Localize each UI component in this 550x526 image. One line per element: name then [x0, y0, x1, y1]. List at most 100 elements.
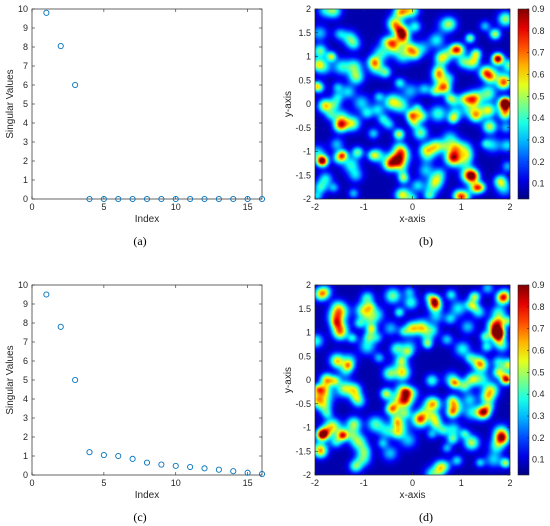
y-tick-label: -1	[303, 423, 311, 433]
y-tick-label: 7	[23, 61, 28, 71]
y-tick-label: 10	[18, 4, 28, 14]
data-point	[57, 43, 64, 50]
colorbar-tick-label: 0.1	[532, 455, 545, 465]
x-axis-label: Index	[135, 490, 159, 501]
panel-a: 0 5 10 15 0 1 2 3 4 5 6 7 8 9 10 Index Singular Values (a…	[5, 4, 266, 248]
data-point	[43, 291, 50, 298]
x-tick-label: -2	[311, 202, 319, 212]
y-tick-label: 1.5	[298, 304, 311, 314]
y-tick-label: 9	[23, 299, 28, 309]
data-point	[244, 469, 251, 476]
data-point	[100, 451, 107, 459]
y-tick-label: 6	[23, 356, 28, 366]
data-point	[158, 461, 165, 468]
y-tick-label: -2	[303, 194, 311, 204]
data-point	[158, 195, 165, 203]
data-point	[100, 195, 107, 203]
y-tick-label: 3	[23, 413, 28, 423]
y-axis-label: Singular Values	[5, 345, 16, 414]
x-tick-label: 0	[410, 202, 415, 212]
data-point	[143, 195, 151, 203]
data-point	[187, 463, 194, 471]
x-tick-label: 1	[459, 478, 464, 488]
data-point	[115, 195, 122, 203]
x-axis-label: Index	[135, 214, 159, 225]
data-point	[230, 195, 237, 203]
y-tick-label: 1	[23, 451, 28, 461]
axes-box	[31, 284, 263, 476]
y-tick-label: -0.5	[295, 123, 311, 133]
colorbar	[517, 284, 530, 476]
data-point	[86, 449, 93, 456]
data-point	[172, 462, 179, 469]
colorbar	[517, 8, 530, 200]
colorbar-tick-label: 0.1	[532, 179, 545, 189]
x-tick-label: 10	[171, 478, 181, 488]
data-point	[244, 195, 251, 203]
panel-caption: (c)	[133, 510, 146, 524]
x-tick-label: 0	[29, 478, 34, 488]
data-point	[72, 81, 79, 89]
data-point	[215, 466, 222, 473]
y-tick-label: 4	[23, 118, 28, 128]
y-tick-label: 6	[23, 80, 28, 90]
colorbar-tick-label: 0.3	[532, 135, 545, 145]
colorbar-tick-label: 0.6	[532, 346, 545, 356]
data-point	[86, 195, 93, 203]
colorbar-tick-label: 0.2	[532, 157, 545, 167]
colorbar-tick-label: 0.8	[532, 302, 545, 312]
y-tick-label: 2	[23, 432, 28, 442]
colorbar-tick-label: 0.3	[532, 411, 545, 421]
y-tick-label: 0	[306, 99, 311, 109]
data-point	[72, 376, 79, 384]
y-axis-label: y-axis	[283, 91, 294, 117]
y-tick-label: 5	[23, 99, 28, 109]
y-tick-label: -0.5	[295, 399, 311, 409]
y-tick-label: 8	[23, 42, 28, 52]
x-tick-label: 1	[459, 202, 464, 212]
data-point	[230, 468, 237, 475]
y-tick-label: -2	[303, 470, 311, 480]
colorbar-tick-label: 0.7	[532, 324, 545, 334]
y-tick-label: 0	[23, 470, 28, 480]
x-tick-label: -1	[360, 478, 368, 488]
y-tick-label: 3	[23, 137, 28, 147]
x-tick-label: 2	[507, 202, 512, 212]
colorbar-tick-label: 0.4	[532, 389, 545, 399]
data-point	[201, 465, 208, 472]
axes-box	[31, 8, 263, 200]
y-axis-label: y-axis	[283, 367, 294, 393]
panel-caption: (b)	[419, 234, 433, 248]
colorbar-tick-label: 0.6	[532, 70, 545, 80]
colorbar-tick-label: 0.5	[532, 91, 545, 101]
x-axis-label: x-axis	[399, 490, 425, 501]
colorbar-tick-label: 0.9	[532, 4, 545, 14]
data-point	[258, 470, 266, 478]
y-tick-label: 1	[23, 175, 28, 185]
data-point	[258, 195, 266, 203]
x-tick-label: 15	[243, 478, 253, 488]
x-tick-label: 10	[171, 202, 181, 212]
colorbar-tick-label: 0.5	[532, 367, 545, 377]
heatmap-image	[315, 9, 510, 199]
colorbar-tick-label: 0.4	[532, 113, 545, 123]
x-tick-label: -2	[311, 478, 319, 488]
y-tick-label: 8	[23, 318, 28, 328]
data-point	[201, 195, 208, 203]
y-tick-label: 10	[18, 280, 28, 290]
colorbar-tick-label: 0.7	[532, 48, 545, 58]
data-point	[57, 323, 64, 330]
y-axis-label: Singular Values	[5, 69, 16, 138]
y-tick-label: 0.5	[298, 75, 311, 85]
x-tick-label: 0	[410, 478, 415, 488]
x-axis-label: x-axis	[399, 214, 425, 225]
y-tick-label: 2	[306, 280, 311, 290]
data-point	[43, 9, 50, 16]
x-tick-label: 5	[101, 478, 106, 488]
colorbar-tick-label: 0.8	[532, 26, 545, 36]
data-point	[115, 452, 122, 460]
y-tick-label: 2	[306, 4, 311, 14]
colorbar-tick-label: 0.9	[532, 280, 545, 290]
panel-c: 0 5 10 15 0 1 2 3 4 5 6 7 8 9 10 Index Singular Values (c…	[5, 280, 266, 524]
